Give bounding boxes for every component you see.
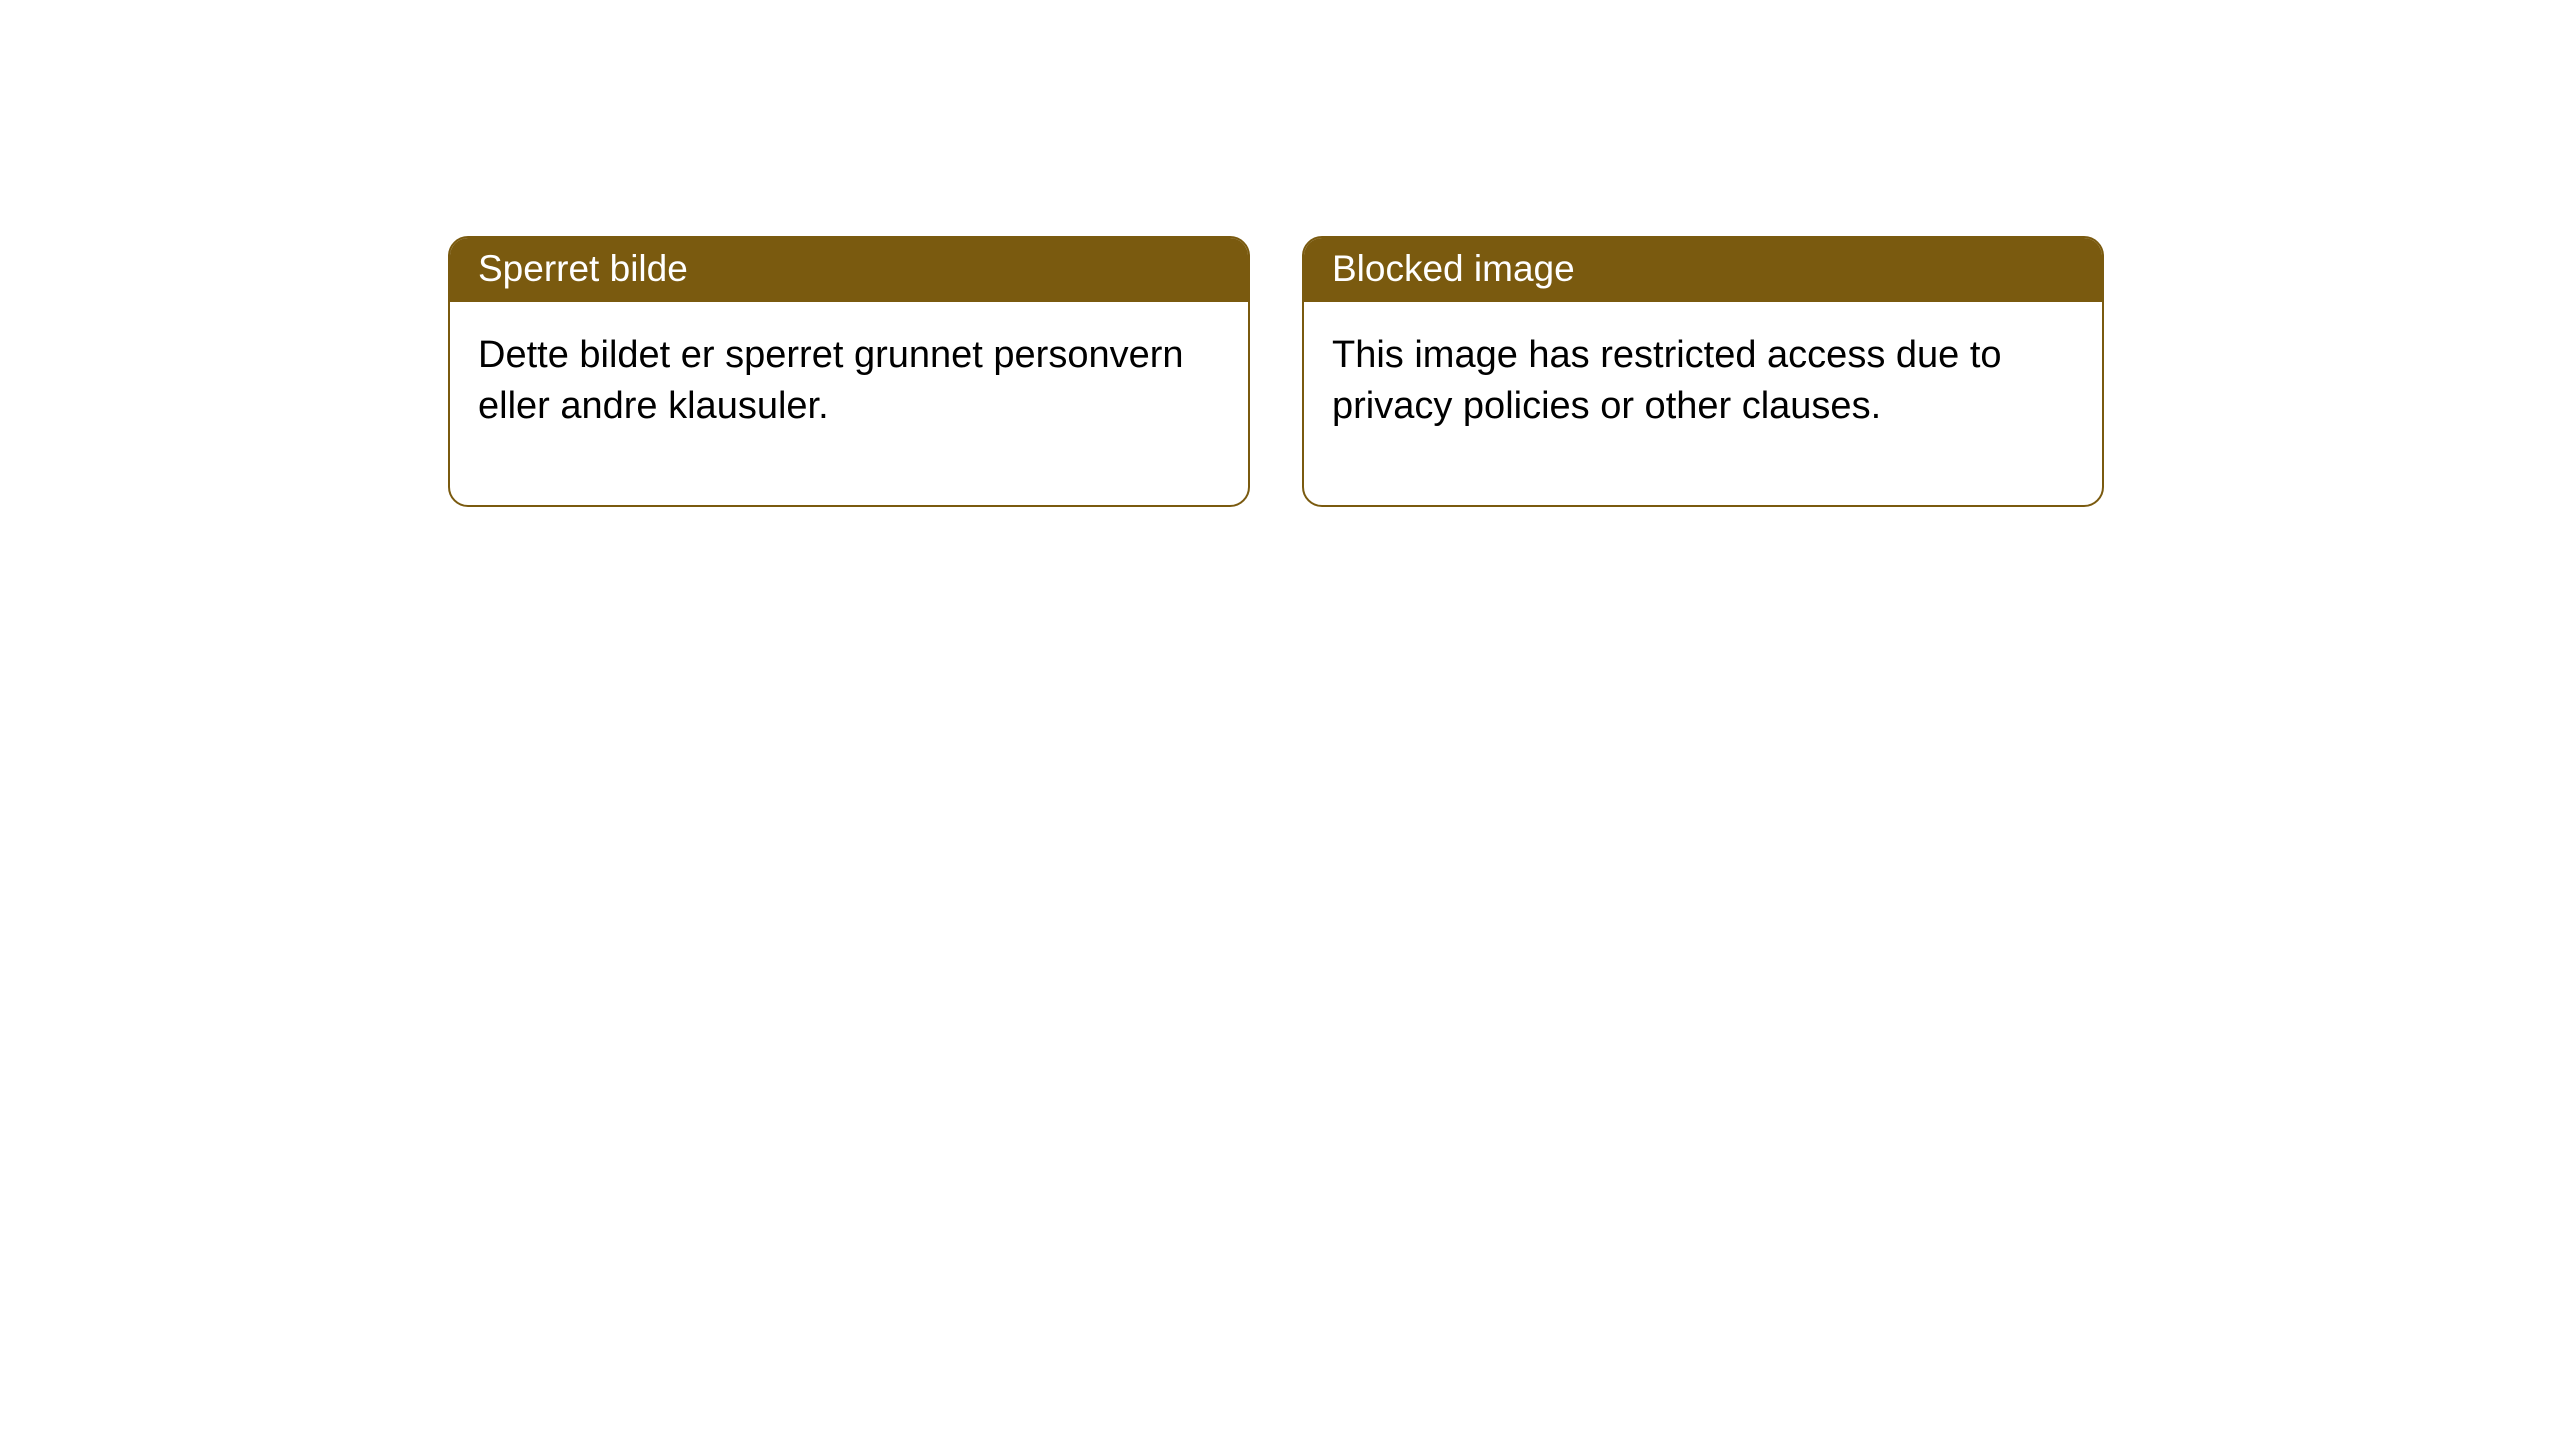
notice-body-norwegian: Dette bildet er sperret grunnet personve… <box>450 302 1248 505</box>
notice-header-english: Blocked image <box>1304 238 2102 302</box>
notice-header-norwegian: Sperret bilde <box>450 238 1248 302</box>
notice-body-english: This image has restricted access due to … <box>1304 302 2102 505</box>
notice-card-english: Blocked image This image has restricted … <box>1302 236 2104 507</box>
notice-container: Sperret bilde Dette bildet er sperret gr… <box>448 236 2104 507</box>
notice-card-norwegian: Sperret bilde Dette bildet er sperret gr… <box>448 236 1250 507</box>
